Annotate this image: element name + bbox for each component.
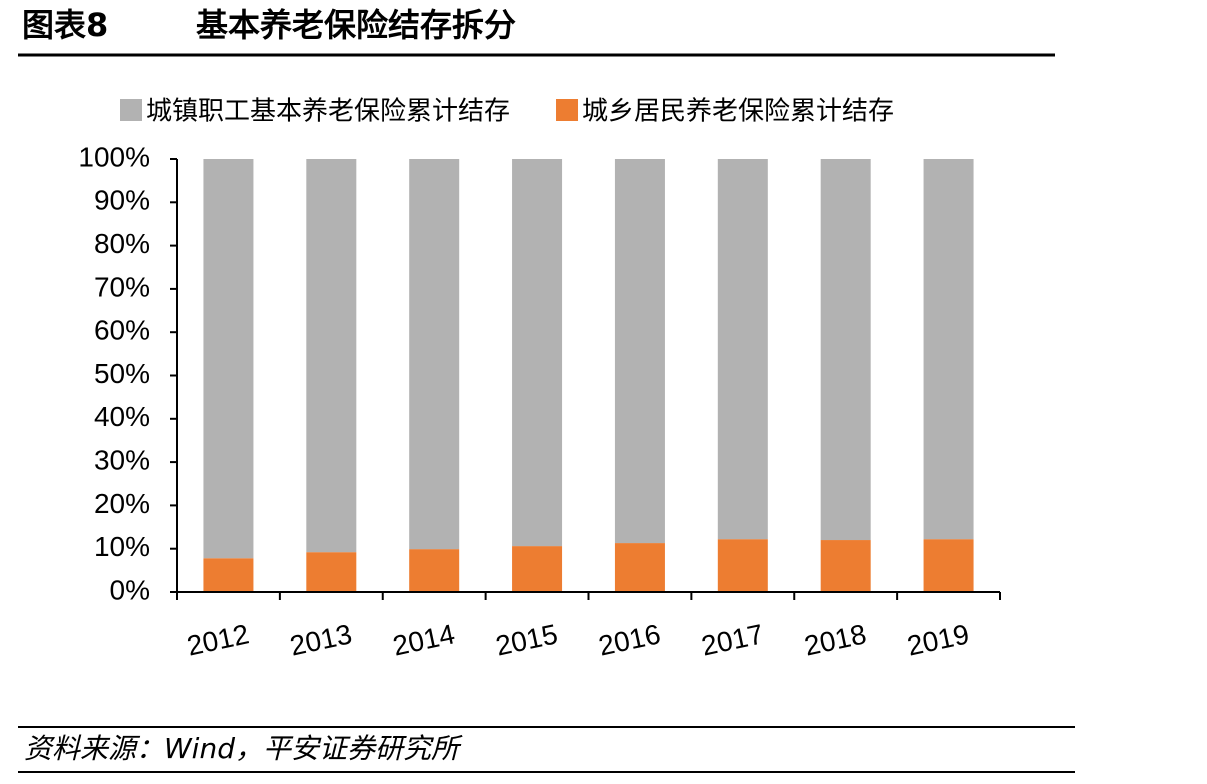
bar-segment xyxy=(923,159,974,540)
figure-label: 图表8 xyxy=(22,6,108,44)
bar-segment xyxy=(512,159,563,547)
x-tick-label: 2017 xyxy=(699,618,766,661)
x-tick-label: 2012 xyxy=(184,618,251,661)
legend-swatch xyxy=(120,99,142,121)
x-tick-label: 2014 xyxy=(390,618,457,661)
bar-segment xyxy=(820,540,871,592)
bar-segment xyxy=(717,159,768,540)
y-tick-label: 60% xyxy=(94,315,150,346)
bar-segment xyxy=(820,159,871,541)
bar-segment xyxy=(203,159,254,559)
y-tick-label: 10% xyxy=(94,531,150,562)
legend-label: 城乡居民养老保险累计结存 xyxy=(582,97,894,127)
y-tick-label: 40% xyxy=(94,401,150,432)
y-tick-label: 80% xyxy=(94,228,150,259)
source-note: 资料来源：Wind，平安证券研究所 xyxy=(24,732,463,765)
x-tick-label: 2013 xyxy=(287,618,354,661)
chart-title: 基本养老保险结存拆分 xyxy=(196,6,516,44)
y-tick-label: 0% xyxy=(110,574,150,605)
bar-segment xyxy=(923,539,974,592)
x-tick-label: 2015 xyxy=(493,618,560,661)
bar-segment xyxy=(409,549,460,592)
x-tick-label: 2016 xyxy=(596,618,663,661)
x-tick-label: 2019 xyxy=(904,618,971,661)
legend-swatch xyxy=(556,99,579,121)
bar-segment xyxy=(717,539,768,592)
bar-segment xyxy=(203,558,254,592)
y-tick-label: 20% xyxy=(94,488,150,519)
x-tick-label: 2018 xyxy=(802,618,869,661)
bar-segment xyxy=(512,546,563,592)
y-tick-label: 30% xyxy=(94,444,150,475)
y-tick-label: 50% xyxy=(94,358,150,389)
y-tick-label: 70% xyxy=(94,271,150,302)
y-tick-label: 90% xyxy=(94,185,150,216)
bar-segment xyxy=(306,552,357,592)
legend-label: 城镇职工基本养老保险累计结存 xyxy=(146,97,510,127)
bar-segment xyxy=(614,543,665,592)
y-tick-label: 100% xyxy=(78,141,150,172)
bar-segment xyxy=(306,159,357,553)
bar-segment xyxy=(409,159,460,550)
bar-segment xyxy=(614,159,665,544)
